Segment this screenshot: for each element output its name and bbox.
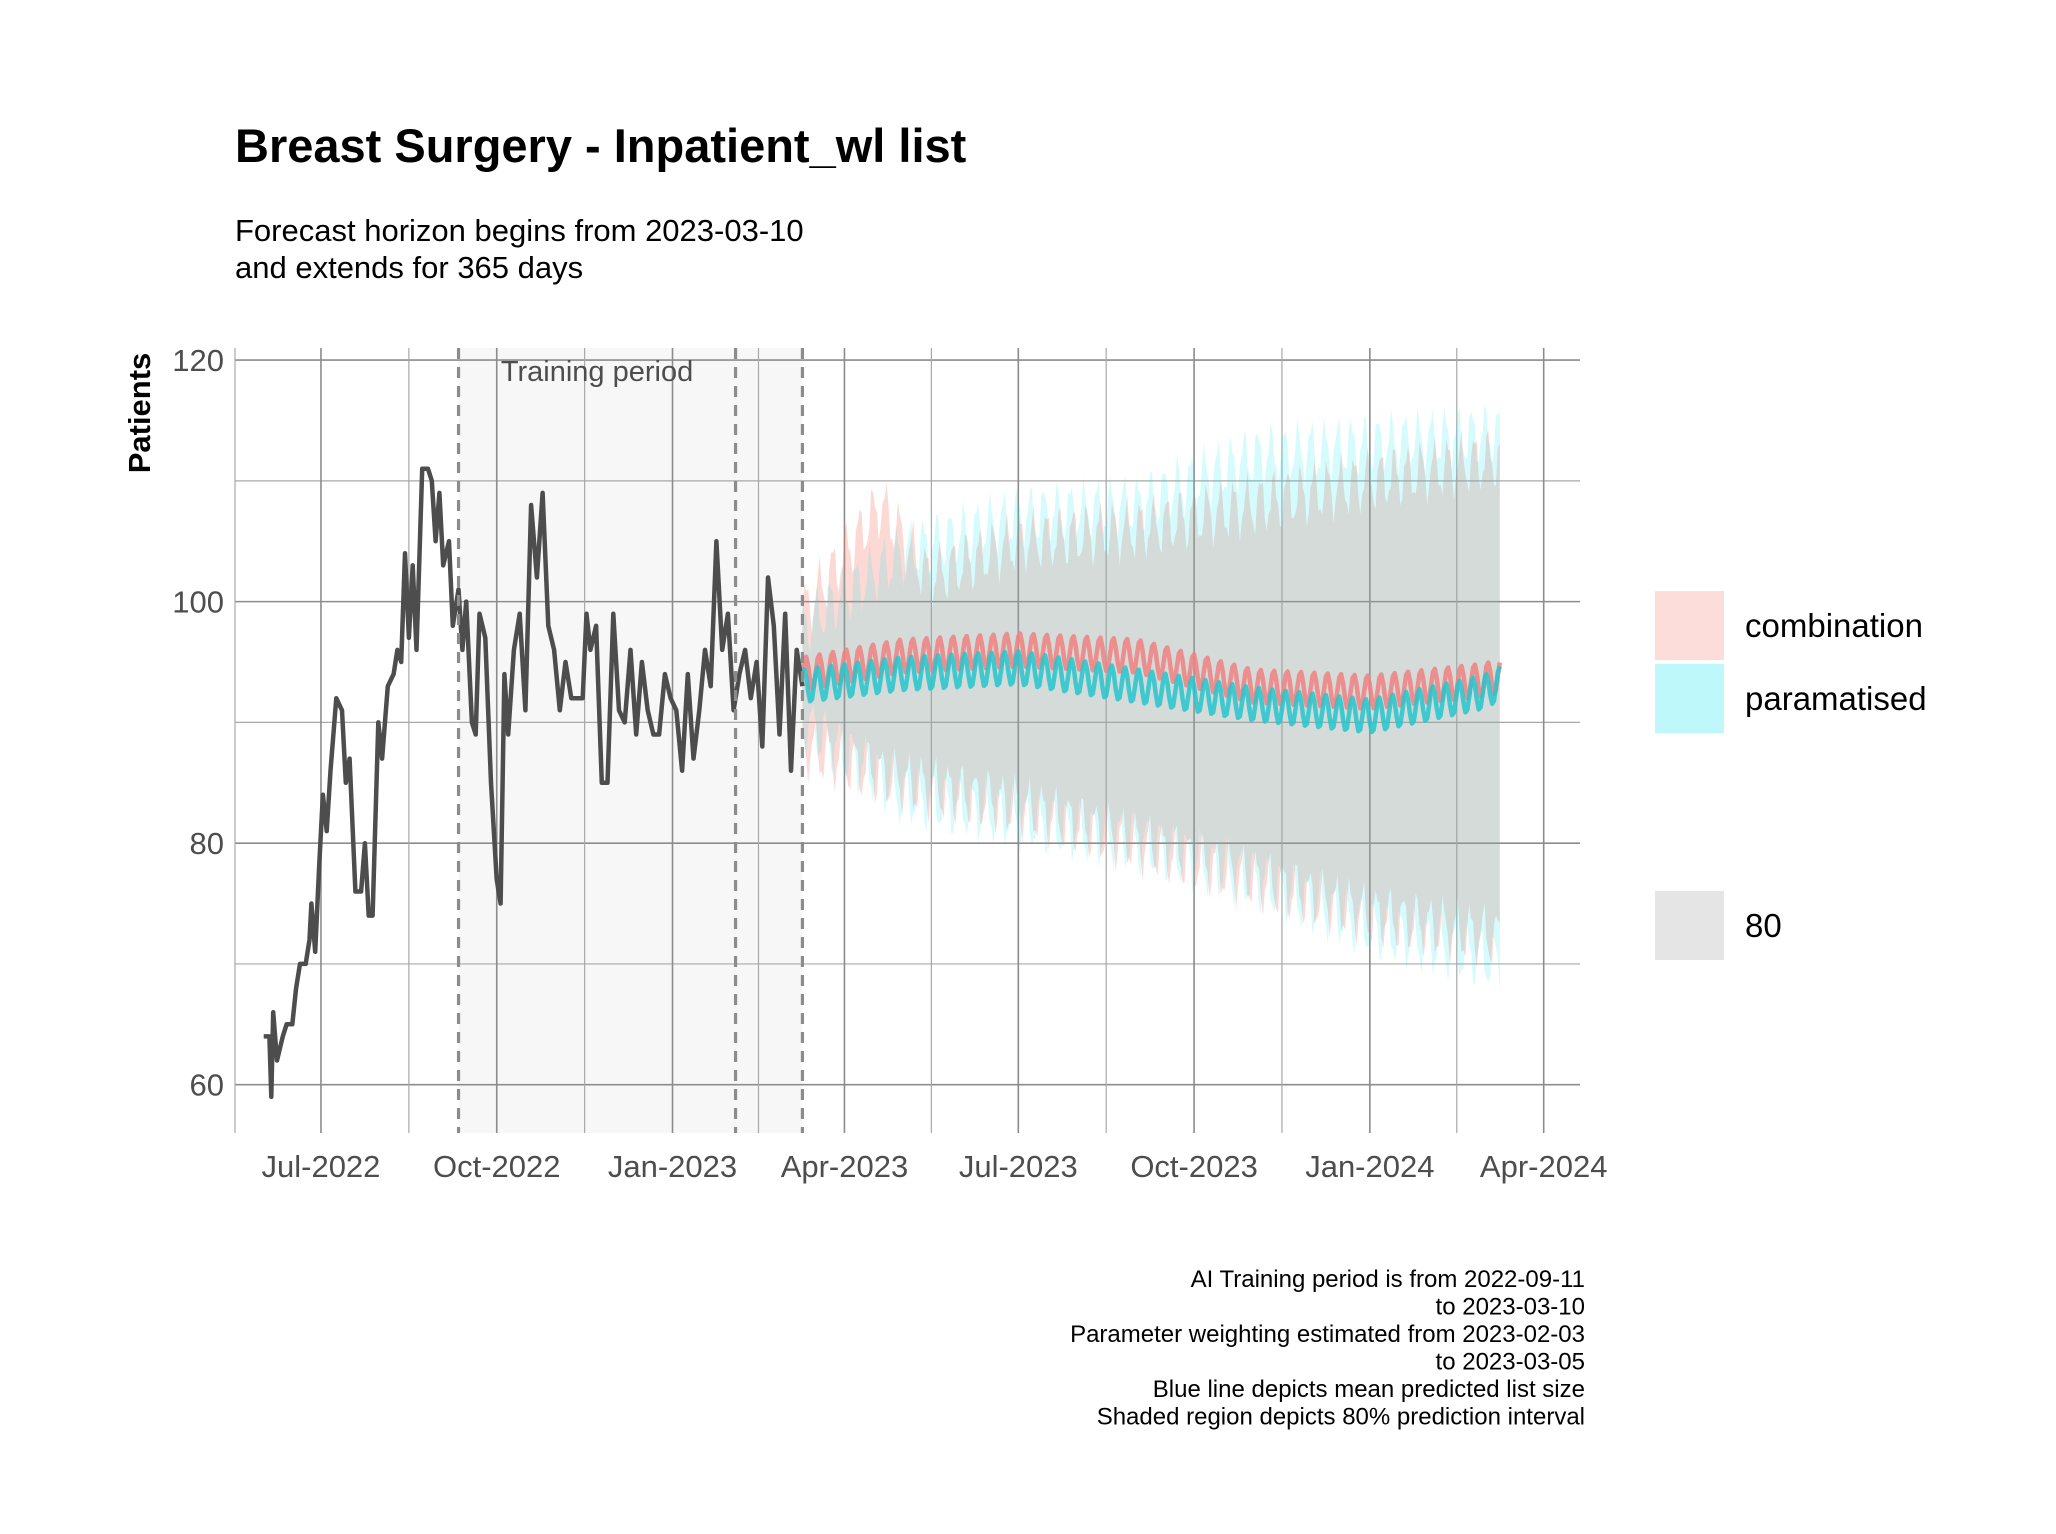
- legend-key-paramatised: [1655, 664, 1724, 733]
- y-tick-label: 80: [190, 826, 224, 861]
- y-tick-label: 60: [190, 1068, 224, 1103]
- caption-line: Parameter weighting estimated from 2023-…: [1070, 1321, 1585, 1348]
- y-tick-label: 120: [172, 343, 224, 378]
- legend-key-80: [1655, 891, 1724, 960]
- x-tick-label: Apr-2023: [781, 1149, 909, 1184]
- observed-series-line: [263, 466, 805, 1100]
- y-tick-label: 100: [172, 585, 224, 620]
- x-tick-label: Jul-2022: [262, 1149, 381, 1184]
- chart-subtitle-line-2: and extends for 365 days: [235, 250, 583, 285]
- x-tick-label: Oct-2023: [1130, 1149, 1258, 1184]
- caption-line: AI Training period is from 2022-09-11: [1191, 1266, 1585, 1293]
- legend-label-combination: combination: [1745, 607, 1923, 644]
- mean-line-combination: [800, 631, 1503, 711]
- x-tick-label: Jan-2024: [1305, 1149, 1434, 1184]
- caption: AI Training period is from 2022-09-11to …: [1070, 1266, 1585, 1431]
- legend-label-80: 80: [1745, 907, 1782, 944]
- plot-area: Training period 60 80 100 120 Jul-2022 Oct-202…: [172, 343, 1607, 1184]
- caption-line: Shaded region depicts 80% prediction int…: [1097, 1404, 1585, 1431]
- caption-line: Blue line depicts mean predicted list si…: [1153, 1376, 1585, 1403]
- legend: combination paramatised 80: [1655, 591, 1927, 960]
- training-period-label: Training period: [501, 356, 693, 388]
- y-axis-label: Patients: [122, 353, 157, 474]
- caption-line: to 2023-03-05: [1436, 1349, 1585, 1376]
- chart-title: Breast Surgery - Inpatient_wl list: [235, 119, 967, 172]
- legend-label-paramatised: paramatised: [1745, 680, 1927, 717]
- chart-subtitle-line-1: Forecast horizon begins from 2023-03-10: [235, 213, 804, 248]
- training-period-region: [458, 348, 803, 1133]
- caption-line: to 2023-03-10: [1436, 1294, 1585, 1321]
- legend-key-combination: [1655, 591, 1724, 660]
- mean-line-paramatised: [800, 649, 1502, 735]
- x-tick-label: Jan-2023: [608, 1149, 737, 1184]
- prediction-band-combination: [802, 429, 1500, 969]
- x-tick-label: Apr-2024: [1480, 1149, 1608, 1184]
- prediction-band-paramatised: [802, 403, 1500, 994]
- x-tick-label: Jul-2023: [959, 1149, 1078, 1184]
- x-tick-label: Oct-2022: [433, 1149, 561, 1184]
